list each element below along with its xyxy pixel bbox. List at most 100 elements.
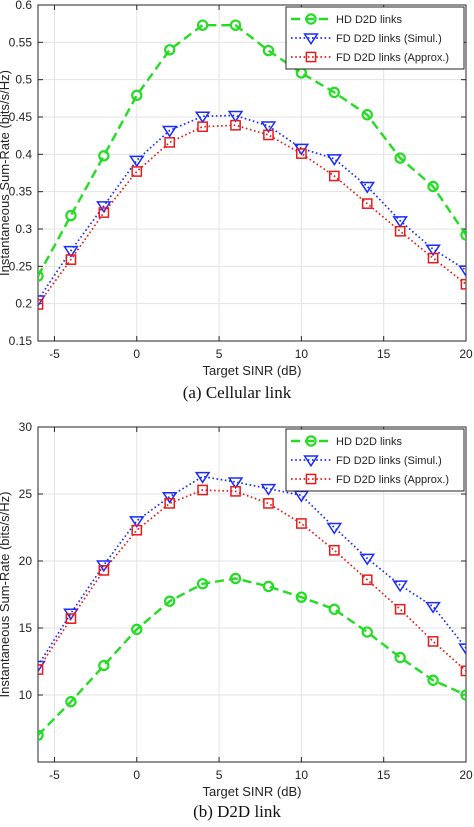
c0-series-2-point-5 [197,121,208,133]
c0-series-1-point-12 [425,244,441,257]
c0-legend-marker-1 [303,33,319,46]
c1-series-2-point-12 [427,636,439,647]
c1-x-tick-label-4: 15 [377,768,391,782]
c0-x-tick-label-4: 15 [377,347,391,361]
c1-legend-label-0: HD D2D links [336,436,403,448]
c0-y-tick-label-8: 0.55 [9,35,33,49]
c0-series-2 [38,119,466,310]
c0-series-0-point-2 [98,150,110,162]
c0-series-0-point-13 [460,229,466,241]
c1-grid [38,426,467,762]
c0-series-2-point-8 [296,148,307,159]
c1-y-tick-label-4: 30 [19,420,33,434]
c1-series-0-point-0 [38,729,44,741]
c0-series-1-point-9 [326,154,343,166]
c1-series-0-point-8 [295,591,308,603]
c1-series-0-point-4 [163,595,176,607]
c0-series-2-point-11 [394,225,406,237]
c0-series-0-point-4 [163,44,176,56]
c1-series-0-point-13 [460,689,466,701]
c1-series-2-point-0 [38,664,44,675]
c1-x-axis-label: Target SINR (dB) [203,784,302,799]
c0-series-2-point-1 [65,254,77,265]
c1-x-tick-label-0: -5 [49,768,60,782]
c1-series-1-point-0 [38,660,46,673]
c1-series-1-point-7 [260,483,277,496]
c1-series-0-point-12 [427,674,439,686]
c0-series-0-point-1 [65,209,77,222]
c0-series-2-point-6 [230,119,241,131]
c0-y-tick-label-1: 0.2 [15,297,32,311]
c1-series-2-point-10 [361,574,373,586]
c0-series-0-point-5 [196,19,209,31]
c1-series-2-point-11 [394,603,406,615]
c0-y-axis-label: Instantaneous Sum-Rate (bits/s/Hz) [0,70,12,276]
c0-series-2-point-10 [361,198,373,209]
c1-legend: HD D2D links FD D2D links (Simul.) FD D2D … [285,428,465,492]
c0-series-0 [38,19,466,282]
c1-axes-frame [37,426,467,763]
c0-legend-label-2: FD D2D links (Approx.) [336,52,449,64]
c1-series-2-point-1 [65,613,77,624]
c0-series-1-point-11 [392,216,408,228]
c0-series-2-point-3 [131,166,143,177]
c1-series-1-point-4 [161,491,178,504]
c0-series-1-point-7 [260,121,277,134]
c0-x-tick-label-0: -5 [49,347,60,361]
c1-legend-label-1: FD D2D links (Simul.) [336,455,442,467]
c1-legend-marker-0 [305,435,317,447]
c0-series-2-point-9 [328,170,340,182]
c1-series-1-point-12 [425,601,441,614]
c0-series-0-point-0 [38,270,44,282]
c1-series-0-point-10 [361,626,373,638]
c1-series-2-point-3 [131,524,143,536]
c1-series-1-point-3 [128,516,145,528]
caption-d2d-link: (b) D2D link [193,802,281,821]
c1-series-0-point-2 [98,659,110,672]
c1-series-0-point-7 [262,580,275,593]
c0-x-tick-label-2: 5 [216,347,223,361]
c1-x-tick-label-3: 10 [295,768,309,782]
c0-series-0-point-6 [229,19,242,31]
c0-legend-marker-0 [305,13,317,25]
c0-series-2-point-13 [460,278,466,290]
c1-y-tick-label-0: 10 [19,688,33,702]
c1-x-tick-label-5: 20 [459,768,473,782]
c0-series-0-point-11 [394,152,406,164]
c1-y-axis-label: Instantaneous Sum-Rate (bits/s/Hz) [0,492,12,698]
c0-series-1-point-13 [458,265,466,278]
c1-series-0-point-5 [196,578,209,590]
c1-series-1-point-6 [227,477,244,490]
c0-series-0-point-9 [328,86,341,99]
c0-series-1-point-3 [128,155,145,168]
c1-series-2 [38,484,466,677]
c1-series-2-point-9 [328,544,340,556]
c0-y-tick-label-6: 0.45 [9,110,33,124]
c0-y-tick-label-5: 0.4 [15,147,32,161]
c1-series-2-point-5 [197,484,208,496]
c1-series-0 [38,572,466,741]
c0-y-tick-label-0: 0.15 [9,334,33,348]
c0-x-tick-label-5: 20 [459,347,473,361]
c0-series-1-point-6 [227,110,244,123]
chart-d2d-link: -5 0 5 10 15 20 10 15 20 25 30 Target SINR (dB) Inst… [0,420,473,799]
c0-y-tick-label-9: 0.6 [15,0,32,12]
c0-series-1-point-2 [96,201,112,213]
c0-series-2-point-4 [164,137,176,148]
c0-series-1-point-10 [359,181,376,194]
c0-x-axis-label: Target SINR (dB) [203,363,302,378]
c1-legend-marker-1 [303,455,319,468]
c0-y-tick-label-7: 0.5 [15,73,32,87]
c1-series-1-point-11 [392,580,408,593]
c1-series-0-point-1 [65,696,77,708]
panel-d2d-link: -5 0 5 10 15 20 10 15 20 25 30 Target SINR (dB) Inst… [0,412,474,827]
c1-series-2-point-8 [296,518,307,529]
c0-series-2-point-0 [38,299,44,310]
c0-series-1-point-4 [161,125,178,138]
c1-series-1-point-13 [458,643,466,656]
c0-series-0-line [38,23,466,277]
c0-y-tick-label-3: 0.3 [15,222,32,236]
c1-series-0-line [38,577,466,737]
panel-cellular-link: -5 0 5 10 15 20 0.15 0.2 0.25 0.3 0.35 0.4 0.45 0.5 0.… [0,0,474,412]
c0-y-tick-label-4: 0.35 [9,185,33,199]
